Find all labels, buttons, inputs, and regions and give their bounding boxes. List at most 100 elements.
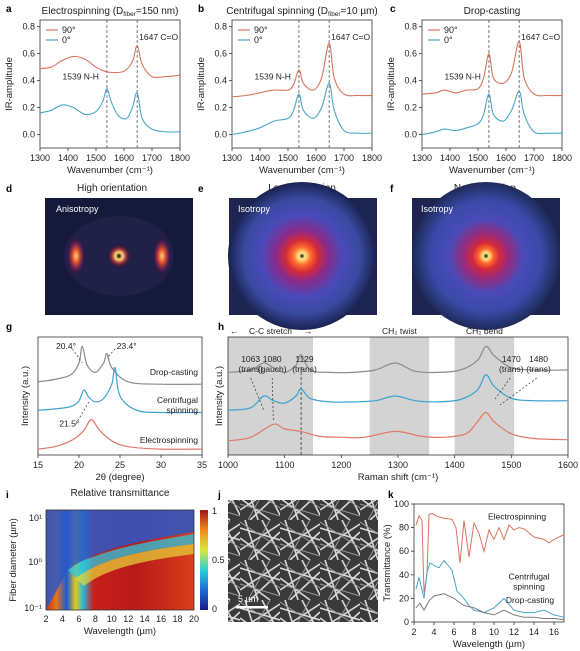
panel-b-xtick-label: 1500 <box>278 153 298 163</box>
panel-c-series-90deg <box>421 41 563 97</box>
panel-letters: a b c d e f g h i j k <box>6 4 396 501</box>
panel-g-xtick-label: 25 <box>115 460 125 470</box>
panel-h-series-0 <box>227 345 569 374</box>
panel-i-xtick-label: 6 <box>76 614 81 624</box>
panel-h-arrow-left: ← <box>230 326 239 336</box>
panel-d-label: Anisotropy <box>56 204 99 214</box>
panel-c-xtick-label: 1500 <box>468 153 488 163</box>
panel-e-rings <box>228 182 376 330</box>
panel-i-ylabel: Fiber diameter (µm) <box>8 518 19 602</box>
panel-i-xtick-label: 2 <box>43 614 48 624</box>
panel-g-xtick-label: 15 <box>33 460 43 470</box>
panel-a-ytick-label: 0.2 <box>22 103 35 113</box>
panel-c-legend-label: 0° <box>444 35 453 45</box>
panel-k-ytick-label: 60 <box>399 546 409 556</box>
panel-a-annotation-co: 1647 C=O <box>139 32 178 42</box>
panel-a-xlabel: Wavenumber (cm⁻¹) <box>67 165 153 176</box>
panel-label-e: e <box>198 184 204 195</box>
panel-h-xtick-label: 1300 <box>388 460 408 470</box>
sem-image <box>228 500 378 622</box>
panel-h-annotation-1: 1080 (gauch) <box>258 354 287 374</box>
panel-k-ylabel: Transmittance (%) <box>382 524 393 601</box>
panel-b-xtick-label: 1300 <box>222 153 242 163</box>
panel-b-ylabel: IR-amplitude <box>196 57 207 111</box>
panel-label-c: c <box>390 4 396 15</box>
panel-b-frame <box>231 19 373 149</box>
panel-k-ytick-label: 20 <box>399 593 409 603</box>
panel-a-xtick-label: 1300 <box>30 153 50 163</box>
panel-c-xtick-label: 1400 <box>440 153 460 163</box>
panel-h-xtick-label: 1000 <box>218 460 238 470</box>
panel-h-xlabel: Raman shift (cm⁻¹) <box>358 472 439 483</box>
panel-c-ytick-label: 0.0 <box>404 130 417 140</box>
panel-label-b: b <box>198 4 204 15</box>
panel-g-xtick-label: 35 <box>197 460 207 470</box>
panel-k-chart: 2 4 6 8 10 12 14 16 0 20 40 60 80 100 Wavelength (µm) T… <box>382 499 565 650</box>
charts-layer: Electrospinning (Dfiber=150 nm)1300 1400 1… <box>4 6 578 650</box>
panel-i-ytick-label: 10⁻¹ <box>24 603 42 613</box>
panel-g-leader-2 <box>75 401 90 425</box>
panel-i-colorbar <box>200 510 208 610</box>
panel-e-image-group: Low orientation Isotropy <box>228 182 377 330</box>
panel-c-xtick-label: 1700 <box>524 153 544 163</box>
panel-h-band-label-0: C-C stretch <box>249 326 292 336</box>
panel-a-frame <box>39 19 181 149</box>
panel-g-xtick-label: 30 <box>156 460 166 470</box>
panel-b-ytick-label: 0.8 <box>214 22 227 32</box>
panel-c-legend-label: 90° <box>444 25 458 35</box>
panel-k-series-0 <box>415 512 565 593</box>
sem-scale-bar <box>236 606 268 609</box>
panel-c-xtick-label: 1800 <box>552 153 572 163</box>
panel-g-series-2 <box>37 419 203 450</box>
panel-i-xlabel: Wavelength (µm) <box>84 626 156 637</box>
panel-c-xtick-label: 1600 <box>496 153 516 163</box>
panel-c-chart: Drop-casting 1300 1400 1500 1600 1700 1800 0.0 0… <box>386 6 572 176</box>
panel-h-ylabel: Intensity (a.u.) <box>214 366 225 426</box>
panel-h-annotation-0: 1063 (trans) <box>238 354 263 374</box>
panel-i-blue-region <box>46 510 194 610</box>
panel-g-label-centrifugal: Centrifugal spinning <box>157 395 198 415</box>
panel-i-ytick-label: 10¹ <box>29 513 42 523</box>
panel-k-series-1 <box>415 559 565 618</box>
panel-h-leader-1 <box>271 377 274 421</box>
panel-a-xtick-label: 1600 <box>114 153 134 163</box>
panel-h-xtick-label: 1100 <box>275 460 294 470</box>
panel-g-leader-0 <box>72 348 83 364</box>
panel-k-xtick-label: 16 <box>549 627 559 637</box>
panel-k-ytick-label: 100 <box>394 499 409 509</box>
panel-c-xtick-label: 1300 <box>412 153 432 163</box>
panel-c-ytick-label: 0.2 <box>404 103 417 113</box>
panel-label-a: a <box>6 4 12 15</box>
panel-i-xtick-label: 12 <box>123 614 133 624</box>
panel-k-ytick-label: 0 <box>404 617 409 627</box>
panel-label-h: h <box>218 322 224 333</box>
panel-c-xlabel: Wavenumber (cm⁻¹) <box>449 165 535 176</box>
panel-i-title: Relative transmittance <box>71 488 170 499</box>
panel-i-xtick-label: 14 <box>140 614 150 624</box>
panel-c-ytick-label: 0.8 <box>404 22 417 32</box>
panel-a-legend-label: 0° <box>62 35 71 45</box>
panel-g-chart: 15 20 25 30 35 2θ (degree) Intensity (a.u.) Dro… <box>20 336 207 483</box>
panel-k-xtick-label: 6 <box>451 627 456 637</box>
panel-b-xtick-label: 1700 <box>334 153 354 163</box>
panel-a-xtick-label: 1800 <box>170 153 190 163</box>
panel-b-legend-label: 0° <box>254 35 263 45</box>
panel-k-xtick-label: 14 <box>529 627 539 637</box>
panel-i-cyan-band <box>68 534 194 578</box>
panel-b-xtick-label: 1800 <box>362 153 382 163</box>
panel-c-annotation-nh: 1539 N-H <box>445 71 481 81</box>
panel-f-image-group: No orientation Isotropy <box>412 182 560 330</box>
panel-k-series-2 <box>415 593 565 621</box>
panel-g-annotation-1: 20.4° <box>56 341 76 351</box>
panel-label-d: d <box>6 184 12 195</box>
panel-g-label-electro: Electrospinning <box>140 435 198 445</box>
panel-i-xtick-label: 10 <box>107 614 117 624</box>
panel-i-xtick-label: 20 <box>189 614 199 624</box>
panel-h-band-2 <box>454 337 515 455</box>
panel-h-leader-0 <box>250 377 265 411</box>
panel-g-series-0 <box>37 345 203 385</box>
panel-h-annotation-3: 1470 (trans) <box>499 354 524 374</box>
panel-k-xlabel: Wavelength (µm) <box>453 639 525 650</box>
panel-e-label: Isotropy <box>238 204 271 214</box>
